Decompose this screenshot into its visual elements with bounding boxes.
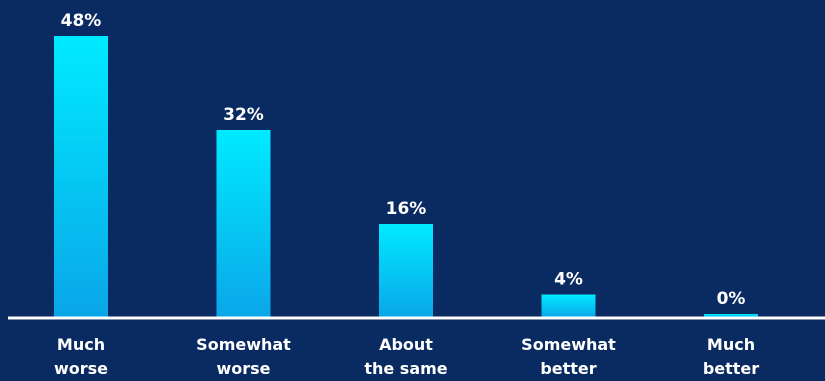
category-label-0-line-1: worse [54, 359, 108, 378]
labels-layer: 48% Much worse 32% Somewhat worse 16% About the … [54, 11, 759, 378]
value-label-0: 48% [61, 11, 102, 31]
value-label-4: 0% [717, 289, 746, 309]
category-label-0-line-0: Much [57, 335, 105, 354]
value-label-2: 16% [386, 199, 427, 219]
category-label-1-line-1: worse [216, 359, 270, 378]
category-label-2-line-1: the same [364, 359, 447, 378]
value-label-3: 4% [554, 270, 583, 290]
category-label-3-line-1: better [540, 359, 596, 378]
bar-4 [704, 314, 758, 318]
category-label-4-line-0: Much [707, 335, 755, 354]
bars-layer [54, 36, 758, 318]
value-label-1: 32% [223, 105, 264, 125]
bar-1 [216, 130, 271, 318]
category-label-1-line-0: Somewhat [196, 335, 291, 354]
category-label-4-line-1: better [703, 359, 759, 378]
bar-3 [541, 294, 596, 318]
bar-0 [54, 36, 108, 318]
category-label-3-line-0: Somewhat [521, 335, 616, 354]
category-label-2-line-0: About [379, 335, 433, 354]
bar-2 [379, 224, 433, 318]
